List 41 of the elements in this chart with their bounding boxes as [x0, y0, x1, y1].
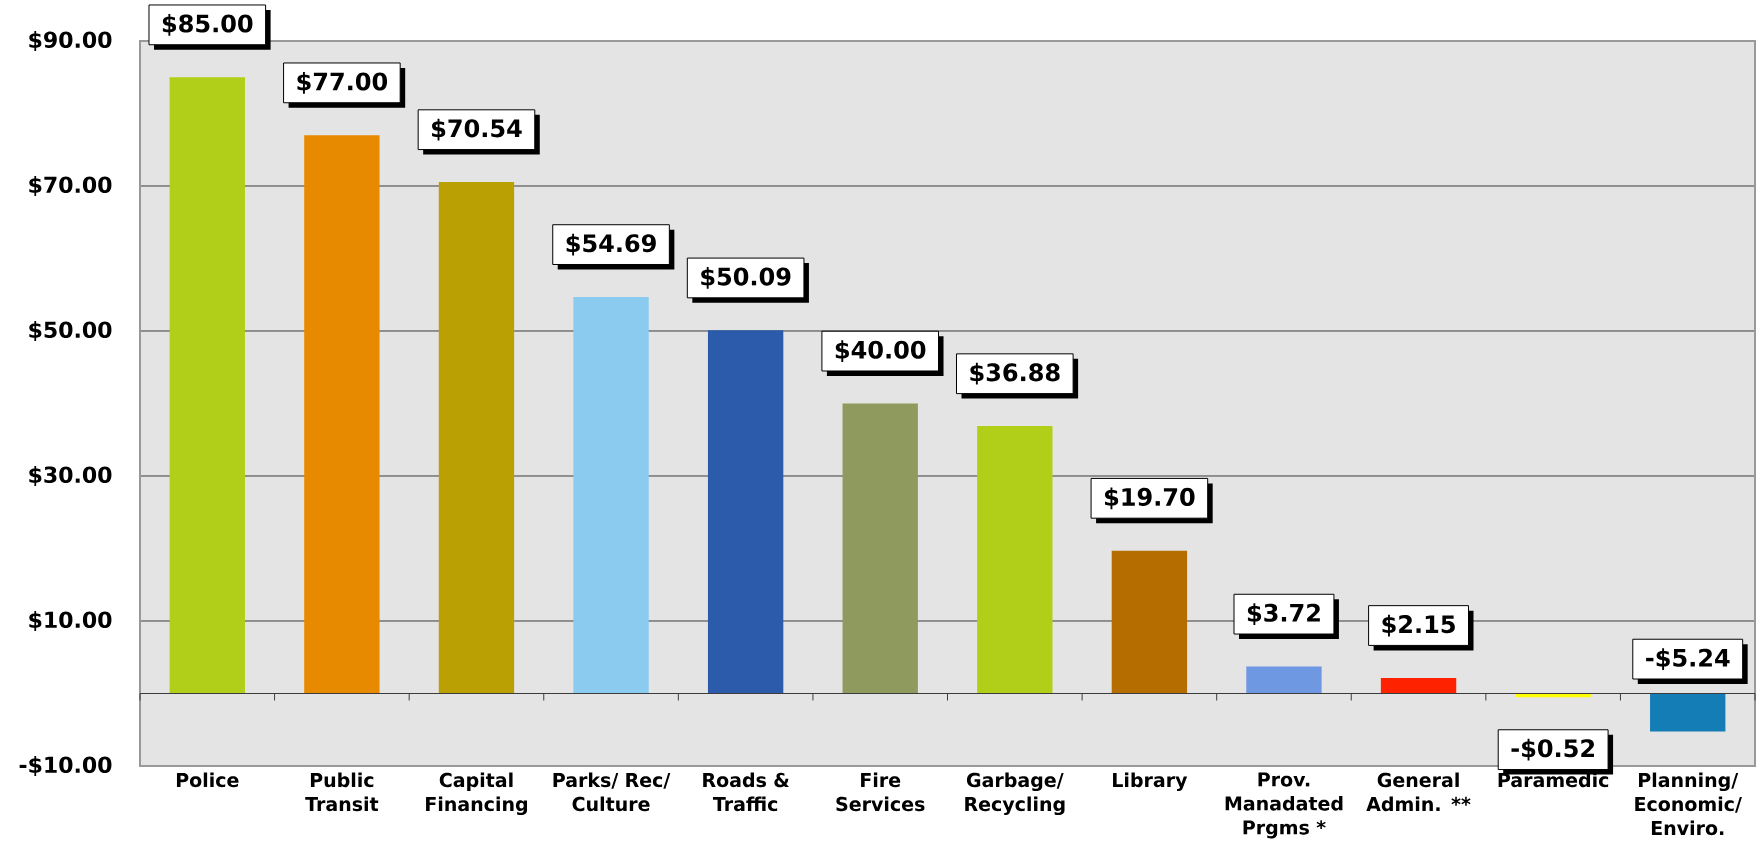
x-tick-label: Library [1113, 772, 1188, 792]
bar [1380, 677, 1457, 694]
bar [707, 330, 784, 694]
y-tick-label: $30.00 [29, 466, 112, 486]
x-tick-label: Parks/ Rec/ Culture [553, 772, 671, 812]
x-tick-label: Paramedic [1498, 772, 1609, 788]
bar [438, 182, 515, 694]
bar [573, 296, 649, 694]
x-tick-label: Capital Financing [426, 772, 528, 816]
y-tick-label: $50.00 [29, 321, 112, 341]
x-tick-label: Police [176, 772, 239, 788]
data-label: $19.70 [1104, 487, 1195, 510]
bar [1111, 550, 1188, 694]
y-tick-label: $10.00 [29, 611, 112, 631]
bar [304, 135, 380, 694]
x-tick-label: Public Transit [305, 772, 379, 812]
bar [977, 426, 1053, 694]
data-label: $77.00 [297, 71, 388, 94]
data-label: $50.09 [701, 267, 791, 289]
x-tick-label: Roads & Traffic [703, 772, 789, 812]
y-tick-label: $70.00 [29, 176, 112, 196]
bar [1246, 666, 1322, 694]
x-tick-label: Garbage/ Recycling [965, 772, 1065, 816]
y-tick-label: $90.00 [29, 31, 112, 51]
x-tick-label: Fire Services [836, 772, 925, 812]
data-label: $36.88 [970, 362, 1060, 385]
data-label: -$0.52 [1511, 738, 1594, 761]
x-tick-label: Prov. Manadated Prgms * [1225, 772, 1343, 839]
bar [169, 77, 245, 694]
x-tick-label: Planning/ Economic/ Enviro. [1635, 772, 1742, 836]
data-label: $54.69 [566, 233, 656, 256]
data-label: $70.54 [432, 118, 522, 141]
y-tick-label: -$10.00 [19, 756, 112, 776]
bar [842, 403, 918, 694]
data-label: $2.15 [1382, 614, 1455, 637]
x-tick-label: General Admin. ** [1366, 772, 1471, 812]
bar [1650, 693, 1726, 732]
data-label: -$5.24 [1646, 648, 1730, 670]
data-label: $3.72 [1247, 603, 1320, 626]
data-label: $40.00 [835, 340, 926, 362]
data-label: $85.00 [162, 13, 253, 36]
